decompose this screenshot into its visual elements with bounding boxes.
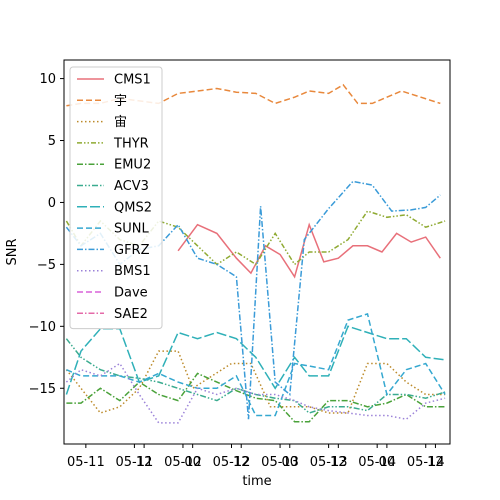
legend-label-8: GFRZ <box>114 243 150 258</box>
series-line-4 <box>66 372 446 423</box>
y-tick-label-2: 0 <box>48 196 56 211</box>
series-line-7 <box>66 312 446 417</box>
x-tick-label-14: 12 <box>427 455 444 470</box>
legend-label-6: QMS2 <box>114 200 152 215</box>
legend-label-7: SUNL <box>114 222 149 237</box>
x-tick-label-7: 05-13 <box>261 455 299 470</box>
series-line-6 <box>65 325 446 395</box>
legend-label-9: BMS1 <box>114 264 151 279</box>
series-line-9 <box>65 362 446 424</box>
x-tick-label-12: 00 <box>379 455 396 470</box>
x-tick-label-11: 05-14 <box>358 455 396 470</box>
legend-label-11: SAE2 <box>114 307 148 322</box>
legend-box <box>69 66 163 330</box>
x-tick-label-9: 05-13 <box>310 455 348 470</box>
series-line-5 <box>65 338 446 414</box>
x-tick-label-2: 12 <box>136 455 153 470</box>
series-line-3 <box>65 210 446 266</box>
y-axis-label: SNR <box>5 238 20 265</box>
series-line-0 <box>177 222 441 279</box>
legend-label-3: THYR <box>113 136 149 151</box>
legend-label-10: Dave <box>114 286 148 301</box>
x-tick-label-6: 12 <box>233 455 250 470</box>
x-tick-label-8: 00 <box>282 455 299 470</box>
x-tick-label-0: 05-11 <box>67 455 105 470</box>
x-tick-label-4: 00 <box>184 455 201 470</box>
legend-label-5: ACV3 <box>114 179 149 194</box>
legend: CMS1 宇宙 THYR EMU2 ACV3 QMS2 SUNL GFRZ BMS1 Dave SA… <box>69 66 163 330</box>
x-axis-label: time <box>242 474 271 489</box>
legend-label-2: 宙 <box>114 115 127 130</box>
x-tick-label-1: 05-11 <box>116 455 154 470</box>
legend-label-0: CMS1 <box>114 73 151 88</box>
y-axis-ticks: 10 5 0 −5 −10 −15 <box>29 72 64 397</box>
x-tick-label-13: 05-14 <box>407 455 445 470</box>
y-tick-label-3: −5 <box>37 258 56 273</box>
x-tick-label-3: 05-12 <box>164 455 202 470</box>
y-tick-label-5: −15 <box>29 382 56 397</box>
y-tick-label-1: 5 <box>48 134 56 149</box>
legend-label-4: EMU2 <box>114 158 151 173</box>
y-tick-label-4: −10 <box>29 320 56 335</box>
series-line-2 <box>65 350 446 414</box>
y-tick-label-0: 10 <box>39 72 56 87</box>
x-tick-label-10: 12 <box>330 455 347 470</box>
x-tick-label-5: 05-12 <box>213 455 251 470</box>
legend-label-1: 宇 <box>114 94 127 109</box>
plot-frame <box>63 59 451 445</box>
